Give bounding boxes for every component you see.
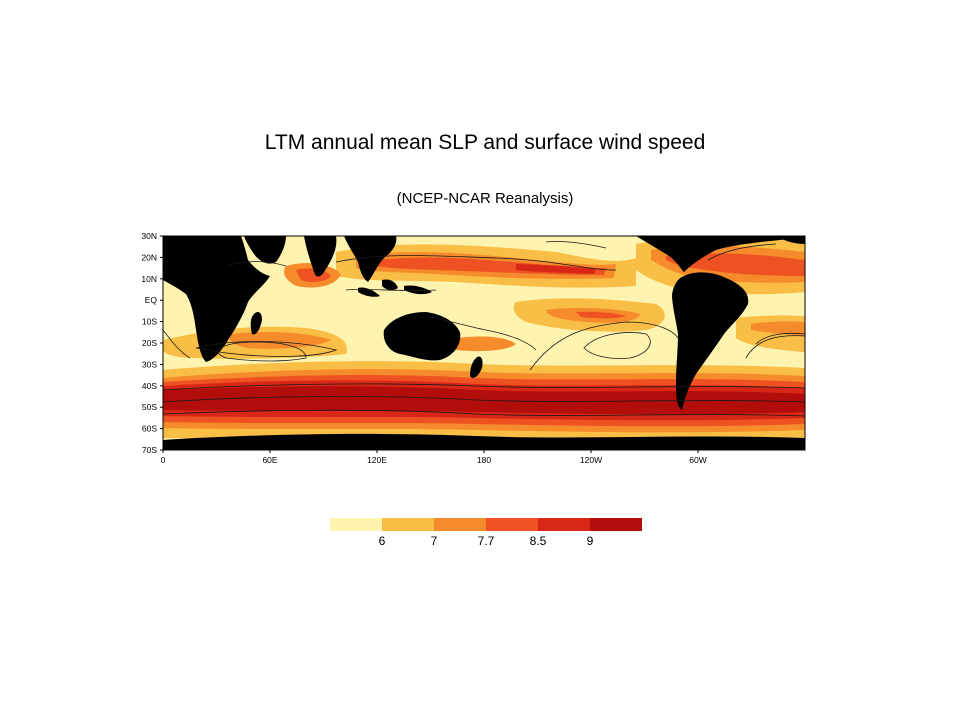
lon-label-120w: 120W xyxy=(580,455,602,465)
lon-label-60w: 60W xyxy=(689,455,706,465)
slp-contours xyxy=(163,241,805,417)
legend-label-7: 7 xyxy=(430,534,438,548)
map-subtitle: (NCEP-NCAR Reanalysis) xyxy=(396,190,574,207)
lat-labels: 30N 20N 10N EQ 10S 20S 30S 40S 50S 60S 7… xyxy=(141,231,157,455)
lon-labels: 0 60E 120E 180 120W 60W xyxy=(161,455,707,465)
lat-label-50s: 50S xyxy=(142,402,157,412)
legend-swatch-3 xyxy=(434,518,486,531)
legend-label-9: 9 xyxy=(586,534,594,548)
legend-swatch-2 xyxy=(382,518,434,531)
land-masses xyxy=(163,236,805,450)
lat-label-30s: 30S xyxy=(142,359,157,369)
lon-label-0: 0 xyxy=(161,455,166,465)
lat-label-10s: 10S xyxy=(142,317,157,327)
lat-label-20n: 20N xyxy=(141,252,157,262)
color-legend: 6 7 7.7 8.5 9 xyxy=(330,518,642,548)
wind-speed-map: 30N 20N 10N EQ 10S 20S 30S 40S 50S 60S 7… xyxy=(136,230,816,470)
lon-label-60e: 60E xyxy=(262,455,277,465)
lat-label-20s: 20S xyxy=(142,338,157,348)
map-title: LTM annual mean SLP and surface wind spe… xyxy=(264,131,706,154)
lon-label-120e: 120E xyxy=(367,455,387,465)
lat-label-60s: 60S xyxy=(142,424,157,434)
legend-swatch-6 xyxy=(590,518,642,531)
legend-label-7-7: 7.7 xyxy=(477,534,495,548)
legend-swatch-4 xyxy=(486,518,538,531)
legend-label-8-5: 8.5 xyxy=(529,534,547,548)
lat-label-40s: 40S xyxy=(142,381,157,391)
lat-label-eq: EQ xyxy=(145,295,158,305)
lat-label-10n: 10N xyxy=(141,274,157,284)
lon-label-180: 180 xyxy=(477,455,491,465)
legend-swatch-5 xyxy=(538,518,590,531)
lat-label-70s: 70S xyxy=(142,445,157,455)
legend-label-6: 6 xyxy=(378,534,386,548)
lat-label-30n: 30N xyxy=(141,231,157,241)
lon-ticks xyxy=(162,450,699,453)
map-svg: 30N 20N 10N EQ 10S 20S 30S 40S 50S 60S 7… xyxy=(141,231,806,465)
legend-swatch-1 xyxy=(330,518,382,531)
